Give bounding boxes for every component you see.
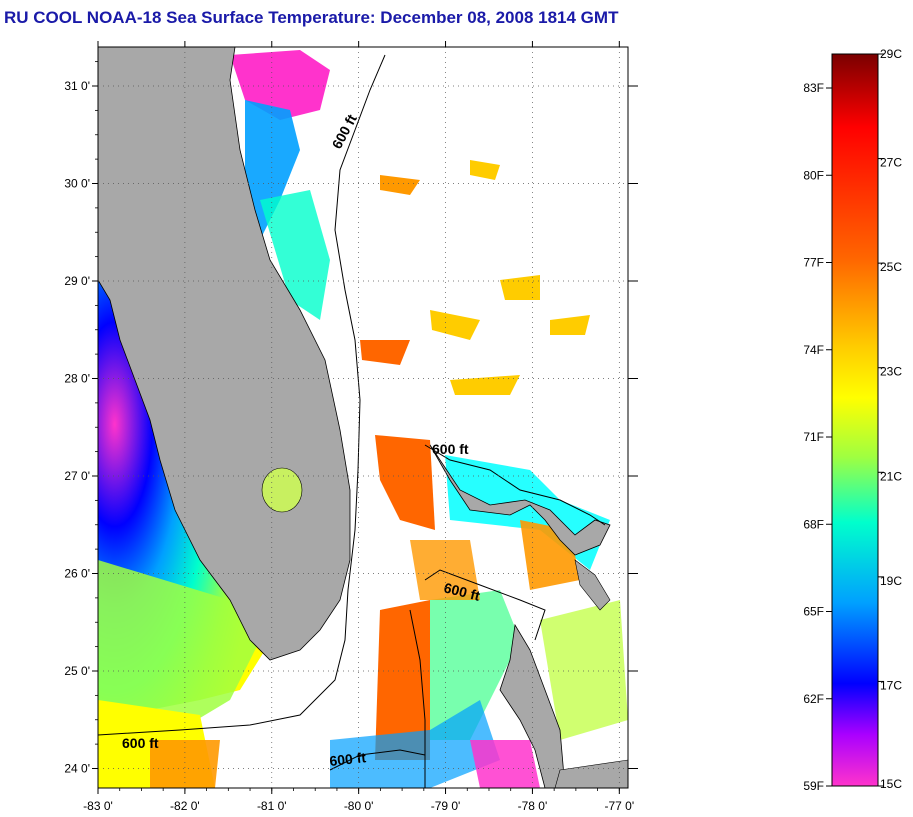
colorbar-celsius-labels: 29C 27C 25C 23C 21C 19C 17C 15C — [878, 47, 902, 791]
colorbar-f-label: 83F — [803, 81, 824, 95]
colorbar: 83F 80F 77F 74F 71F 68F 65F 62F 59F 29C 27C 25C 23C… — [803, 47, 902, 793]
map-area — [98, 47, 628, 788]
colorbar-f-label: 68F — [803, 517, 824, 531]
lat-tick-label: 26 0' — [64, 567, 90, 581]
lat-tick-label: 31 0' — [64, 79, 90, 93]
lon-tick-label: -77 0' — [604, 799, 634, 813]
lon-tick-label: -78 0' — [518, 799, 548, 813]
warm-patch — [410, 540, 480, 600]
longitude-labels: -83 0' -82 0' -81 0' -80 0' -79 0' -78 0' -77 … — [83, 799, 634, 813]
southeast-sst — [540, 600, 628, 740]
warm-patch — [500, 275, 540, 300]
isobath-600ft-bahamas-south — [424, 569, 546, 641]
colorbar-f-label: 77F — [803, 256, 824, 270]
colorbar-c-label: 23C — [880, 365, 902, 379]
warm-patch — [550, 315, 590, 335]
lake-okeechobee — [261, 467, 303, 513]
lon-tick-label: -81 0' — [257, 799, 287, 813]
eleuthera-island — [574, 559, 611, 611]
graticule — [92, 41, 638, 794]
warm-patch — [360, 340, 410, 365]
contour-label: 600 ft — [432, 441, 469, 457]
coastal-green-sst — [260, 190, 330, 320]
warm-patch — [470, 160, 500, 180]
contour-label: 600 ft — [122, 735, 159, 751]
map-title: RU COOL NOAA-18 Sea Surface Temperature:… — [4, 8, 619, 27]
isobath-600ft-florida — [98, 54, 386, 736]
lat-tick-label: 24 0' — [64, 762, 90, 776]
colorbar-f-label: 59F — [803, 779, 824, 793]
south-blue-sst — [330, 700, 500, 788]
isobath-600ft-south — [329, 749, 426, 771]
isobath-600ft-straits-west — [409, 609, 426, 788]
colorbar-gradient — [831, 53, 879, 787]
grand-bahama-abaco — [429, 444, 611, 556]
north-coast-sst — [245, 100, 300, 240]
colorbar-c-label: 29C — [880, 47, 902, 61]
colorbar-c-label: 21C — [880, 469, 902, 483]
colorbar-c-label: 19C — [880, 574, 902, 588]
lat-tick-label: 29 0' — [64, 274, 90, 288]
colorbar-c-label: 25C — [880, 260, 902, 274]
colorbar-c-label: 17C — [880, 678, 902, 692]
warm-patch — [430, 310, 480, 340]
lat-tick-label: 27 0' — [64, 469, 90, 483]
lat-tick-label: 25 0' — [64, 664, 90, 678]
colorbar-c-label: 15C — [880, 777, 902, 791]
south-cool-sst — [470, 740, 540, 788]
colorbar-f-label: 62F — [803, 692, 824, 706]
colorbar-f-label: 74F — [803, 343, 824, 357]
lat-tick-label: 28 0' — [64, 372, 90, 386]
lat-tick-label: 30 0' — [64, 177, 90, 191]
latitude-labels: 31 0' 30 0' 29 0' 28 0' 27 0' 26 0' 25 0' 24 0' — [64, 79, 90, 776]
straits-green-sst — [430, 590, 520, 740]
map-frame — [97, 46, 629, 789]
isobath-600ft-bahamas-north — [424, 444, 606, 526]
cuba-land — [554, 759, 628, 788]
colorbar-fahrenheit-labels: 83F 80F 77F 74F 71F 68F 65F 62F 59F — [803, 81, 832, 793]
colorbar-c-label: 27C — [880, 156, 902, 170]
lon-tick-label: -82 0' — [170, 799, 200, 813]
warm-patch — [380, 175, 420, 195]
gulf-stream-sst — [375, 435, 435, 530]
contour-label: 600 ft — [329, 749, 367, 769]
lon-tick-label: -83 0' — [83, 799, 113, 813]
colorbar-f-label: 65F — [803, 605, 824, 619]
colorbar-f-label: 71F — [803, 430, 824, 444]
andros-island — [499, 623, 566, 788]
colorbar-f-label: 80F — [803, 168, 824, 182]
gulf-south-sst — [98, 560, 260, 740]
warm-patch — [450, 375, 520, 395]
lon-tick-label: -79 0' — [431, 799, 461, 813]
lon-tick-label: -80 0' — [344, 799, 374, 813]
keys-warm-sst — [150, 740, 220, 788]
